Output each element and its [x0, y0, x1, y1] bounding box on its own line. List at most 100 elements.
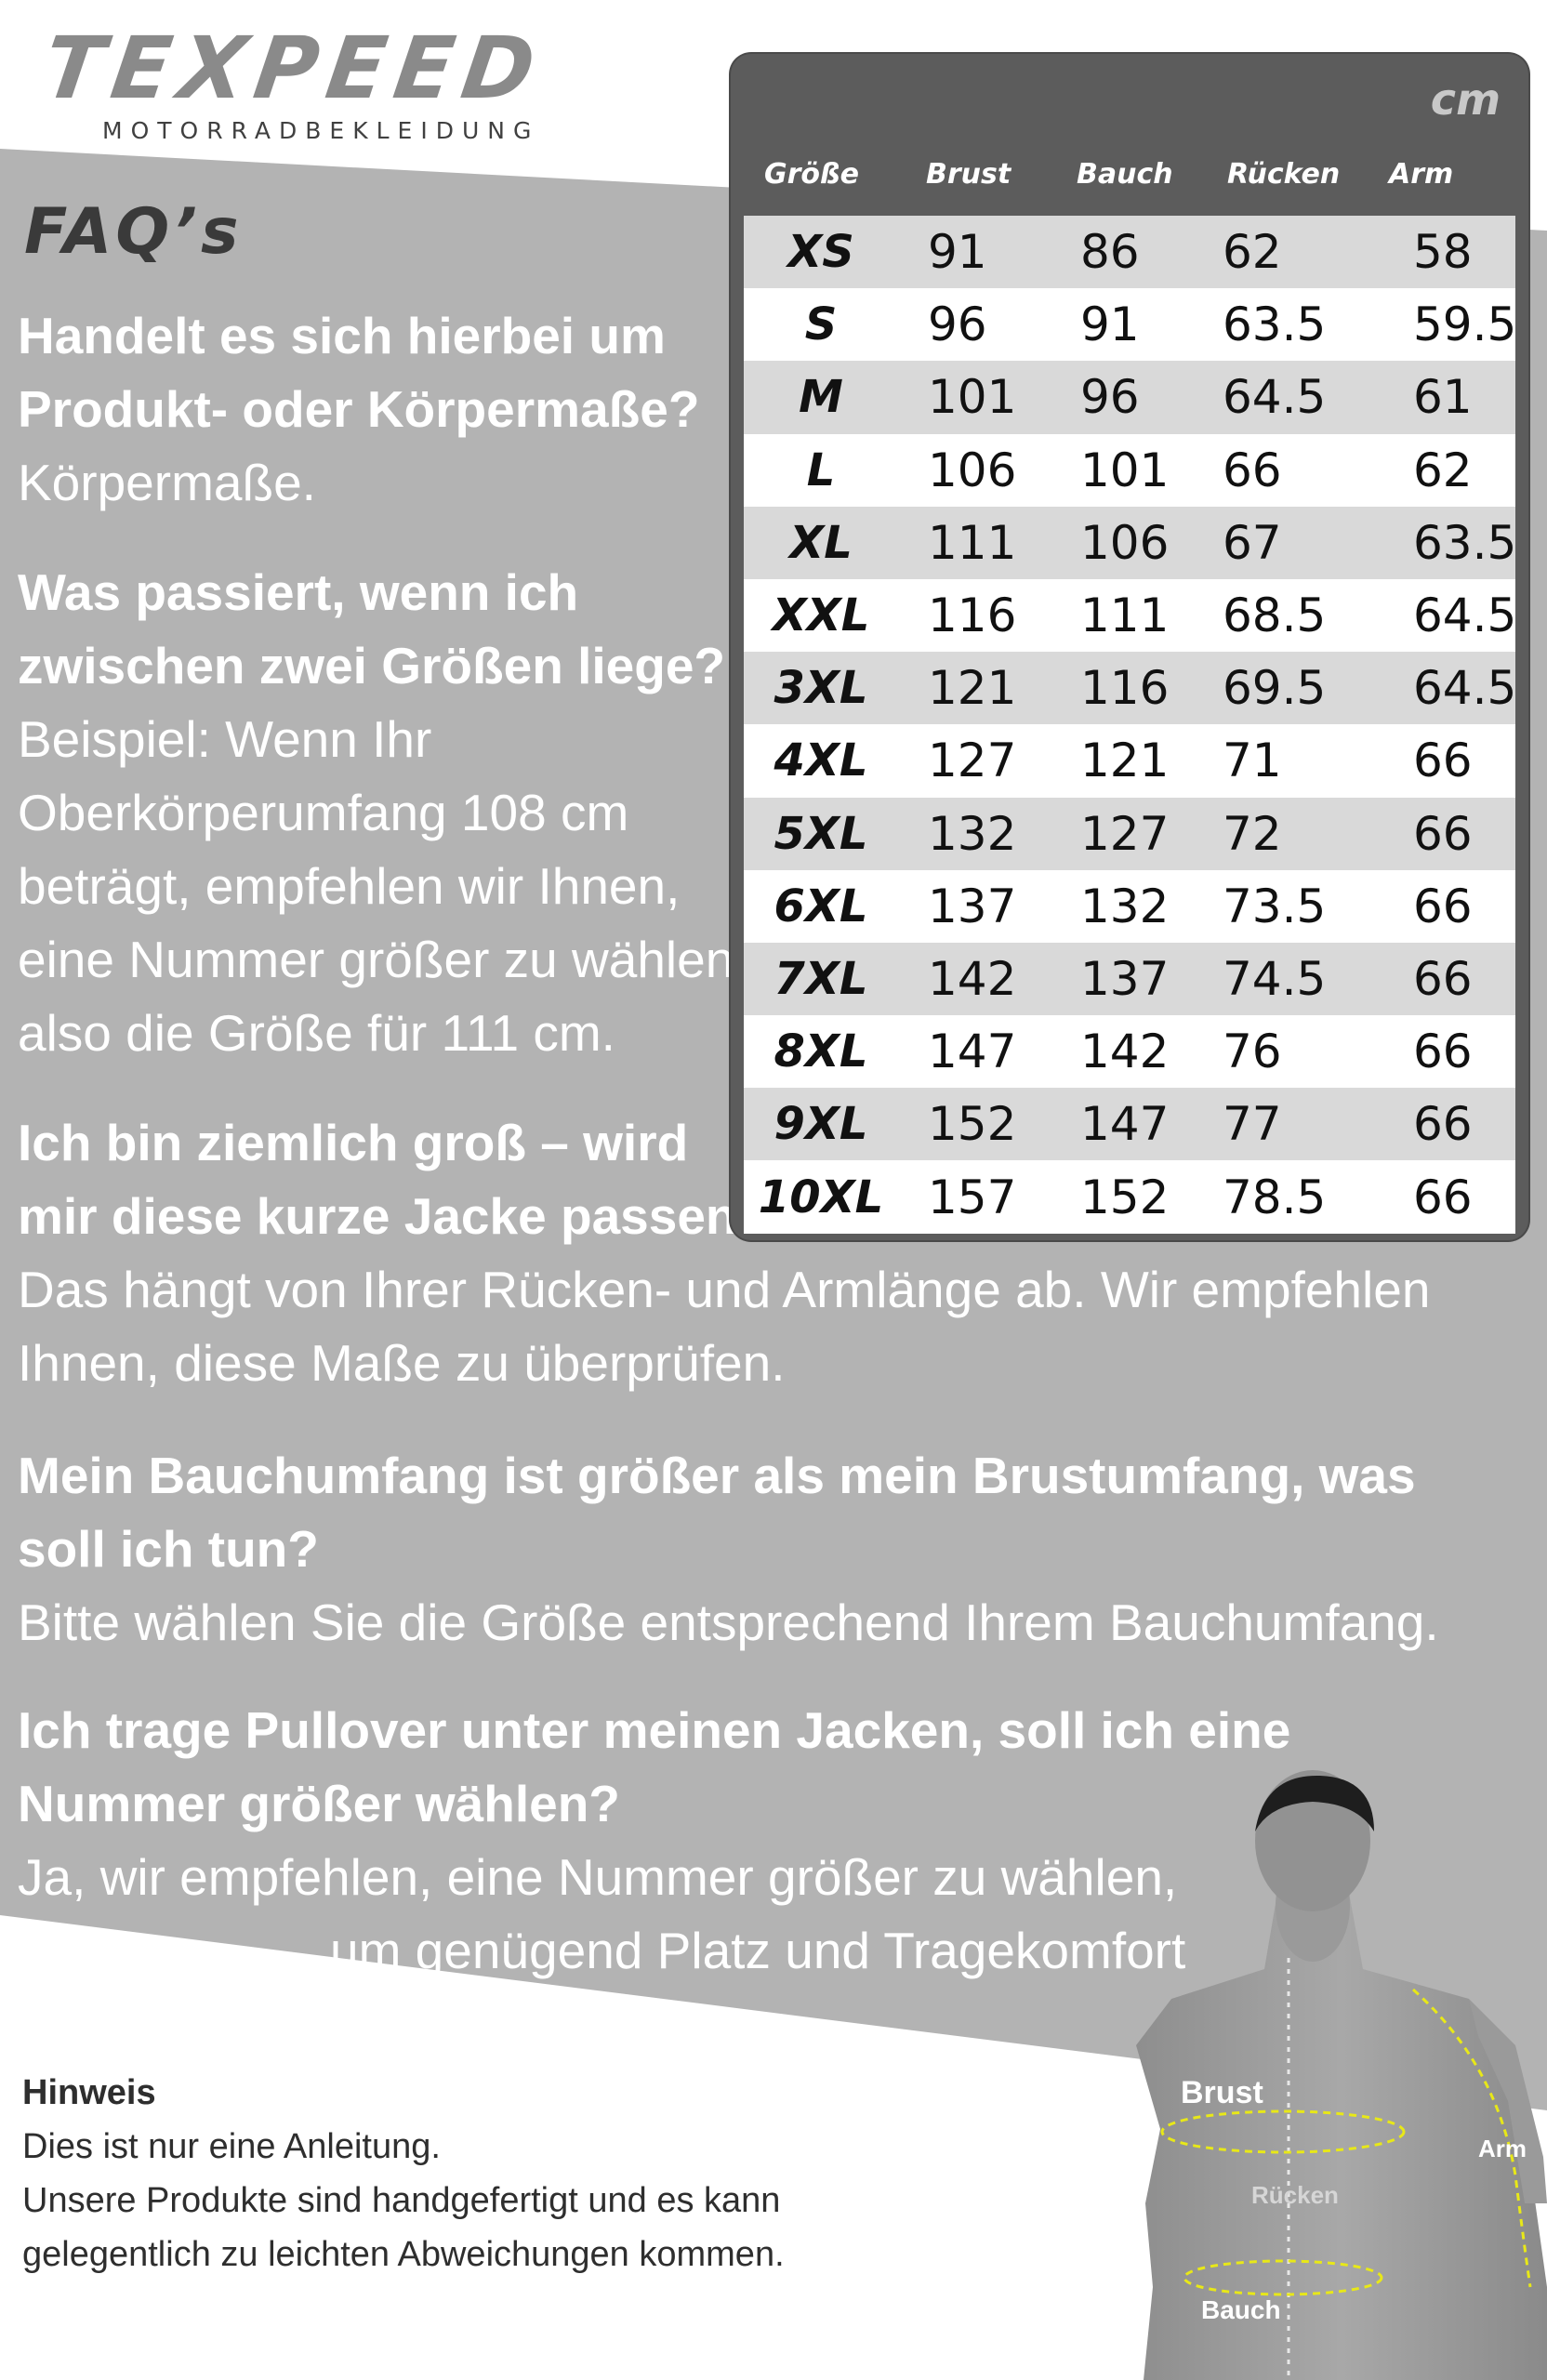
size-label: 5XL [774, 807, 868, 860]
table-row: M 101 96 64.5 61 [744, 361, 1515, 434]
faq-answer-line: also die Größe für 111 cm. [18, 1004, 615, 1062]
table-cell: 147 [928, 1025, 1017, 1079]
table-cell: 66 [1413, 1025, 1473, 1079]
faq-item-5: Ich trage Pullover unter meinen Jacken, … [18, 1694, 1290, 1988]
table-cell: 63.5 [1413, 515, 1517, 570]
table-cell: 111 [928, 515, 1017, 570]
size-label: L [806, 443, 836, 496]
table-row: 3XL 121 116 69.5 64.5 [744, 652, 1517, 725]
table-cell: 101 [928, 370, 1017, 425]
size-label: 7XL [774, 952, 868, 1005]
table-cell: 142 [928, 951, 1017, 1006]
size-label: 8XL [774, 1025, 868, 1078]
table-cell: 69.5 [1223, 661, 1327, 716]
table-cell: 67 [1223, 515, 1282, 570]
faq-answer-line: um genügend Platz und Tragekomfort [330, 1922, 1186, 1979]
table-cell: 66 [1413, 806, 1473, 861]
size-label: S [804, 298, 838, 351]
table-cell: 64.5 [1413, 588, 1517, 643]
faq-answer-line: Ihnen, diese Maße zu überprüfen. [18, 1334, 786, 1392]
faq-answer-line: beträgt, empfehlen wir Ihnen, [18, 857, 681, 915]
table-cell: 116 [928, 588, 1017, 643]
faq-question-line: Was passiert, wenn ich [18, 563, 579, 621]
faq-answer-line: Bitte wählen Sie die Größe entsprechend … [18, 1593, 1439, 1651]
size-label: 6XL [774, 879, 868, 932]
faq-question-line: mir diese kurze Jacke passen? [18, 1187, 769, 1245]
column-header-back: Rücken [1227, 158, 1341, 191]
faq-question-line: Ich trage Pullover unter meinen Jacken, … [18, 1701, 1291, 1759]
size-table: cm Größe Brust Bauch Rücken Arm XS 91 86 62… [731, 54, 1528, 1240]
note-line: Dies ist nur eine Anleitung. [22, 2127, 441, 2166]
torso-silhouette [1136, 1887, 1547, 2380]
table-cell: 152 [1080, 1170, 1170, 1224]
faq-question-line: Nummer größer wählen? [18, 1775, 620, 1832]
table-cell: 101 [1080, 443, 1170, 497]
faq-question-line: soll ich tun? [18, 1520, 319, 1578]
table-cell: 127 [1080, 806, 1170, 861]
faq-answer-line: Beispiel: Wenn Ihr [18, 710, 432, 768]
size-label: 9XL [774, 1098, 868, 1151]
size-label: XL [789, 516, 853, 569]
table-cell: 86 [1080, 225, 1140, 280]
table-cell: 73.5 [1223, 879, 1327, 933]
table-row: 10XL 157 152 78.5 66 [744, 1160, 1515, 1234]
size-table-unit: cm [1430, 74, 1501, 125]
table-cell: 106 [928, 443, 1017, 497]
table-cell: 78.5 [1223, 1170, 1327, 1224]
table-cell: 74.5 [1223, 951, 1327, 1006]
table-cell: 157 [928, 1170, 1017, 1224]
table-cell: 91 [1080, 298, 1140, 352]
table-row: XL 111 106 67 63.5 [744, 506, 1517, 579]
faq-item-3: Ich bin ziemlich groß – wird mir diese k… [18, 1106, 1430, 1400]
label-belly: Bauch [1201, 2295, 1281, 2324]
faq-answer-line: Oberkörperumfang 108 cm [18, 784, 629, 841]
table-cell: 72 [1223, 806, 1282, 861]
note-line: Unsere Produkte sind handgefertigt und e… [22, 2181, 781, 2220]
table-cell: 66 [1413, 879, 1473, 933]
table-cell: 59.5 [1413, 298, 1517, 352]
table-row: 9XL 152 147 77 66 [744, 1088, 1515, 1161]
faq-question-line: zwischen zwei Größen liege? [18, 637, 726, 694]
arm-silhouette [1469, 1999, 1547, 2203]
table-row: 6XL 137 132 73.5 66 [744, 869, 1515, 943]
table-cell: 127 [928, 734, 1017, 788]
brand-subtitle: MOTORRADBEKLEIDUNG [102, 117, 540, 144]
column-header-size: Größe [764, 158, 859, 191]
size-label: M [799, 371, 843, 424]
label-arm: Arm [1478, 2135, 1527, 2162]
table-cell: 64.5 [1413, 661, 1517, 716]
table-row: 5XL 132 127 72 66 [744, 797, 1515, 870]
table-cell: 58 [1413, 225, 1473, 280]
faq-question-line: Produkt- oder Körpermaße? [18, 380, 700, 438]
faq-question-line: Mein Bauchumfang ist größer als mein Bru… [18, 1447, 1416, 1504]
table-cell: 77 [1223, 1097, 1282, 1152]
table-row: XS 91 86 62 58 [744, 216, 1515, 289]
label-chest: Brust [1181, 2075, 1263, 2110]
table-cell: 137 [1080, 951, 1170, 1006]
table-cell: 76 [1223, 1025, 1282, 1079]
table-cell: 121 [928, 661, 1017, 716]
table-cell: 152 [928, 1097, 1017, 1152]
table-cell: 66 [1223, 443, 1282, 497]
column-header-belly: Bauch [1077, 158, 1173, 191]
arm-measure-line [1412, 1988, 1532, 2288]
table-cell: 96 [1080, 370, 1140, 425]
note-title: Hinweis [22, 2073, 156, 2112]
table-cell: 62 [1413, 443, 1473, 497]
table-cell: 63.5 [1223, 298, 1327, 352]
table-cell: 71 [1223, 734, 1282, 788]
table-cell: 66 [1413, 1170, 1473, 1224]
table-cell: 61 [1413, 370, 1473, 425]
column-header-chest: Brust [926, 158, 1012, 191]
table-row: 8XL 147 142 76 66 [744, 1015, 1515, 1089]
table-cell: 132 [1080, 879, 1170, 933]
note-line: gelegentlich zu leichten Abweichungen ko… [22, 2235, 785, 2274]
table-cell: 96 [928, 298, 987, 352]
faq-item-4: Mein Bauchumfang ist größer als mein Bru… [18, 1439, 1439, 1659]
brand-name: TEXPEED [37, 19, 550, 118]
brand-logo: TEXPEED MOTORRADBEKLEIDUNG [38, 19, 550, 144]
table-cell: 111 [1080, 588, 1170, 643]
note-block: Hinweis Dies ist nur eine Anleitung. Uns… [22, 2066, 785, 2281]
table-cell: 66 [1413, 1097, 1473, 1152]
table-cell: 147 [1080, 1097, 1170, 1152]
